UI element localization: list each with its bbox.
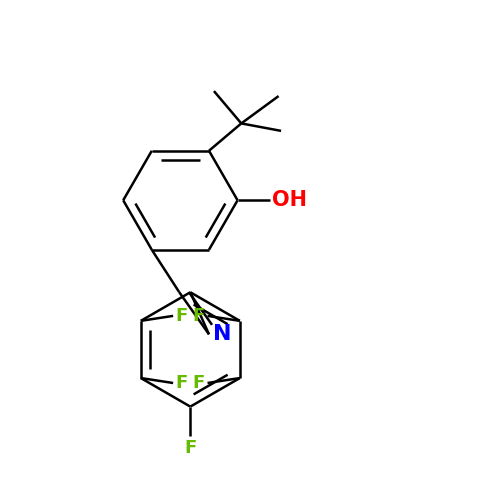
Text: F: F xyxy=(193,307,205,325)
Text: OH: OH xyxy=(272,190,308,210)
Text: N: N xyxy=(213,324,232,344)
Text: F: F xyxy=(193,374,205,392)
Text: F: F xyxy=(184,439,196,457)
Text: F: F xyxy=(176,374,188,392)
Text: F: F xyxy=(176,307,188,325)
